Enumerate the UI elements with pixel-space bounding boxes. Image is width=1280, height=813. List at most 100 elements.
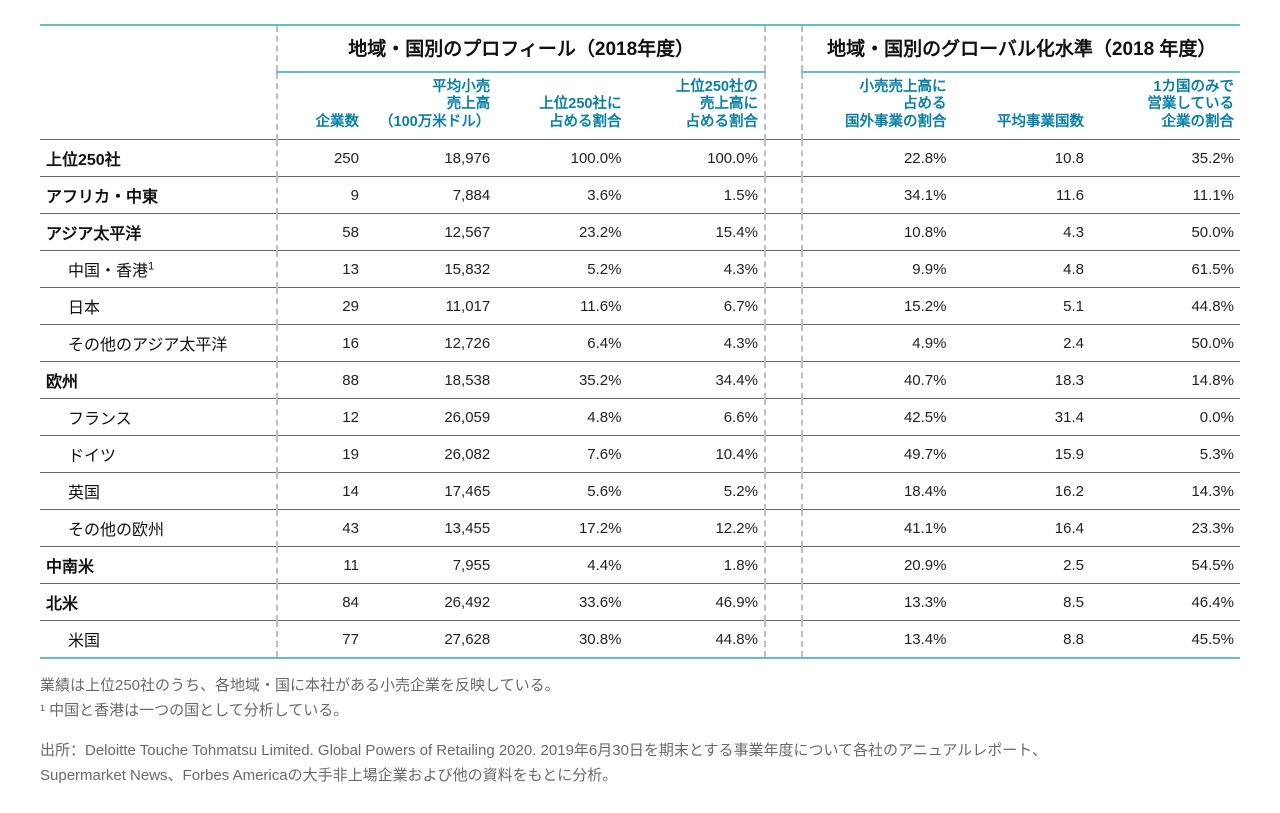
cell: 12,567 xyxy=(365,214,496,251)
table-row: 日本2911,01711.6%6.7%15.2%5.144.8% xyxy=(40,288,1240,325)
cell: 26,059 xyxy=(365,399,496,436)
cell: 5.3% xyxy=(1090,436,1240,473)
cell: 19 xyxy=(277,436,365,473)
cell: 18.4% xyxy=(802,473,952,510)
cell: 42.5% xyxy=(802,399,952,436)
cell: 100.0% xyxy=(496,140,627,177)
cell: 29 xyxy=(277,288,365,325)
cell: 58 xyxy=(277,214,365,251)
row-label: 欧州 xyxy=(40,362,277,399)
cell: 20.9% xyxy=(802,547,952,584)
cell: 1.5% xyxy=(627,177,765,214)
cell: 30.8% xyxy=(496,621,627,659)
cell: 26,082 xyxy=(365,436,496,473)
cell: 4.9% xyxy=(802,325,952,362)
cell: 27,628 xyxy=(365,621,496,659)
cell: 40.7% xyxy=(802,362,952,399)
cell: 15.2% xyxy=(802,288,952,325)
col-foreign-rev: 小売売上高に占める国外事業の割合 xyxy=(802,72,952,140)
row-label: アジア太平洋 xyxy=(40,214,277,251)
cell: 22.8% xyxy=(802,140,952,177)
col-avg-revenue: 平均小売売上高（100万米ドル） xyxy=(365,72,496,140)
cell: 18.3 xyxy=(952,362,1090,399)
table-row: アフリカ・中東97,8843.6%1.5%34.1%11.611.1% xyxy=(40,177,1240,214)
cell: 4.4% xyxy=(496,547,627,584)
col-companies: 企業数 xyxy=(277,72,365,140)
cell: 12,726 xyxy=(365,325,496,362)
cell: 11.1% xyxy=(1090,177,1240,214)
cell: 16 xyxy=(277,325,365,362)
cell: 3.6% xyxy=(496,177,627,214)
cell: 49.7% xyxy=(802,436,952,473)
cell: 4.3 xyxy=(952,214,1090,251)
cell: 34.1% xyxy=(802,177,952,214)
cell: 10.8% xyxy=(802,214,952,251)
cell: 9 xyxy=(277,177,365,214)
section-title-profile: 地域・国別のプロフィール（2018年度） xyxy=(277,25,765,72)
gap-cell xyxy=(765,584,803,621)
note-line: ¹ 中国と香港は一つの国として分析している。 xyxy=(40,700,1240,723)
row-label: その他の欧州 xyxy=(40,510,277,547)
gap-cell xyxy=(765,436,803,473)
cell: 44.8% xyxy=(627,621,765,659)
cell: 50.0% xyxy=(1090,325,1240,362)
cell: 2.5 xyxy=(952,547,1090,584)
cell: 0.0% xyxy=(1090,399,1240,436)
cell: 35.2% xyxy=(496,362,627,399)
row-label: 中国・香港1 xyxy=(40,251,277,288)
cell: 2.4 xyxy=(952,325,1090,362)
row-label: ドイツ xyxy=(40,436,277,473)
cell: 23.3% xyxy=(1090,510,1240,547)
row-label: 日本 xyxy=(40,288,277,325)
row-label: 中南米 xyxy=(40,547,277,584)
cell: 4.3% xyxy=(627,251,765,288)
cell: 13 xyxy=(277,251,365,288)
cell: 10.4% xyxy=(627,436,765,473)
col-single-country: 1カ国のみで営業している企業の割合 xyxy=(1090,72,1240,140)
cell: 14.8% xyxy=(1090,362,1240,399)
table-row: その他のアジア太平洋1612,7266.4%4.3%4.9%2.450.0% xyxy=(40,325,1240,362)
cell: 50.0% xyxy=(1090,214,1240,251)
cell: 54.5% xyxy=(1090,547,1240,584)
cell: 34.4% xyxy=(627,362,765,399)
cell: 7,884 xyxy=(365,177,496,214)
cell: 14 xyxy=(277,473,365,510)
cell: 15.4% xyxy=(627,214,765,251)
cell: 18,976 xyxy=(365,140,496,177)
cell: 31.4 xyxy=(952,399,1090,436)
source-line: 出所：Deloitte Touche Tohmatsu Limited. Glo… xyxy=(40,740,1240,763)
cell: 15,832 xyxy=(365,251,496,288)
cell: 11,017 xyxy=(365,288,496,325)
cell: 11.6 xyxy=(952,177,1090,214)
cell: 1.8% xyxy=(627,547,765,584)
cell: 7.6% xyxy=(496,436,627,473)
cell: 5.2% xyxy=(627,473,765,510)
cell: 15.9 xyxy=(952,436,1090,473)
table-row: 英国1417,4655.6%5.2%18.4%16.214.3% xyxy=(40,473,1240,510)
gap-cell xyxy=(765,399,803,436)
cell: 41.1% xyxy=(802,510,952,547)
gap-cell xyxy=(765,251,803,288)
cell: 100.0% xyxy=(627,140,765,177)
gap-cell xyxy=(765,473,803,510)
cell: 5.6% xyxy=(496,473,627,510)
cell: 13,455 xyxy=(365,510,496,547)
table-row: 米国7727,62830.8%44.8%13.4%8.845.5% xyxy=(40,621,1240,659)
gap-cell xyxy=(765,288,803,325)
table-row: 中国・香港11315,8325.2%4.3%9.9%4.861.5% xyxy=(40,251,1240,288)
cell: 61.5% xyxy=(1090,251,1240,288)
cell: 35.2% xyxy=(1090,140,1240,177)
cell: 12.2% xyxy=(627,510,765,547)
cell: 11 xyxy=(277,547,365,584)
cell: 17.2% xyxy=(496,510,627,547)
cell: 4.8 xyxy=(952,251,1090,288)
cell: 5.1 xyxy=(952,288,1090,325)
cell: 84 xyxy=(277,584,365,621)
table-body: 上位250社25018,976100.0%100.0%22.8%10.835.2… xyxy=(40,140,1240,659)
cell: 14.3% xyxy=(1090,473,1240,510)
cell: 18,538 xyxy=(365,362,496,399)
cell: 8.8 xyxy=(952,621,1090,659)
row-label: 上位250社 xyxy=(40,140,277,177)
cell: 4.8% xyxy=(496,399,627,436)
gap-cell xyxy=(765,621,803,659)
